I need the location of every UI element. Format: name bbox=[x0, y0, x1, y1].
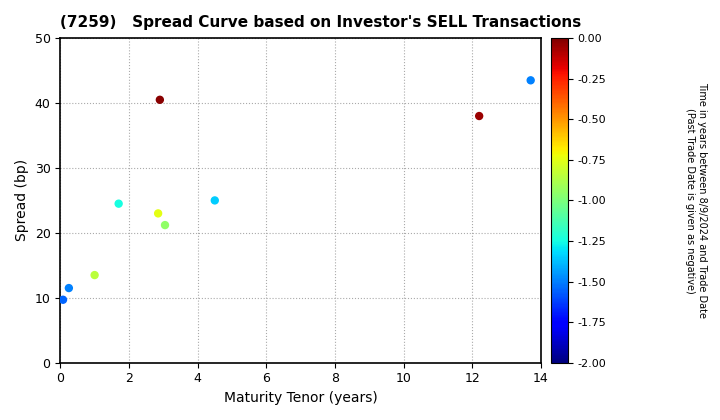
Point bbox=[154, 97, 166, 103]
Point bbox=[113, 200, 125, 207]
Y-axis label: Spread (bp): Spread (bp) bbox=[15, 159, 29, 242]
Point bbox=[474, 113, 485, 119]
Point bbox=[89, 272, 100, 278]
Point bbox=[209, 197, 220, 204]
Text: (7259)   Spread Curve based on Investor's SELL Transactions: (7259) Spread Curve based on Investor's … bbox=[60, 15, 582, 30]
Point bbox=[525, 77, 536, 84]
Y-axis label: Time in years between 8/9/2024 and Trade Date
(Past Trade Date is given as negat: Time in years between 8/9/2024 and Trade… bbox=[685, 82, 707, 318]
Point bbox=[58, 297, 69, 303]
X-axis label: Maturity Tenor (years): Maturity Tenor (years) bbox=[224, 391, 377, 405]
Point bbox=[63, 285, 75, 291]
Point bbox=[153, 210, 164, 217]
Point bbox=[159, 222, 171, 228]
